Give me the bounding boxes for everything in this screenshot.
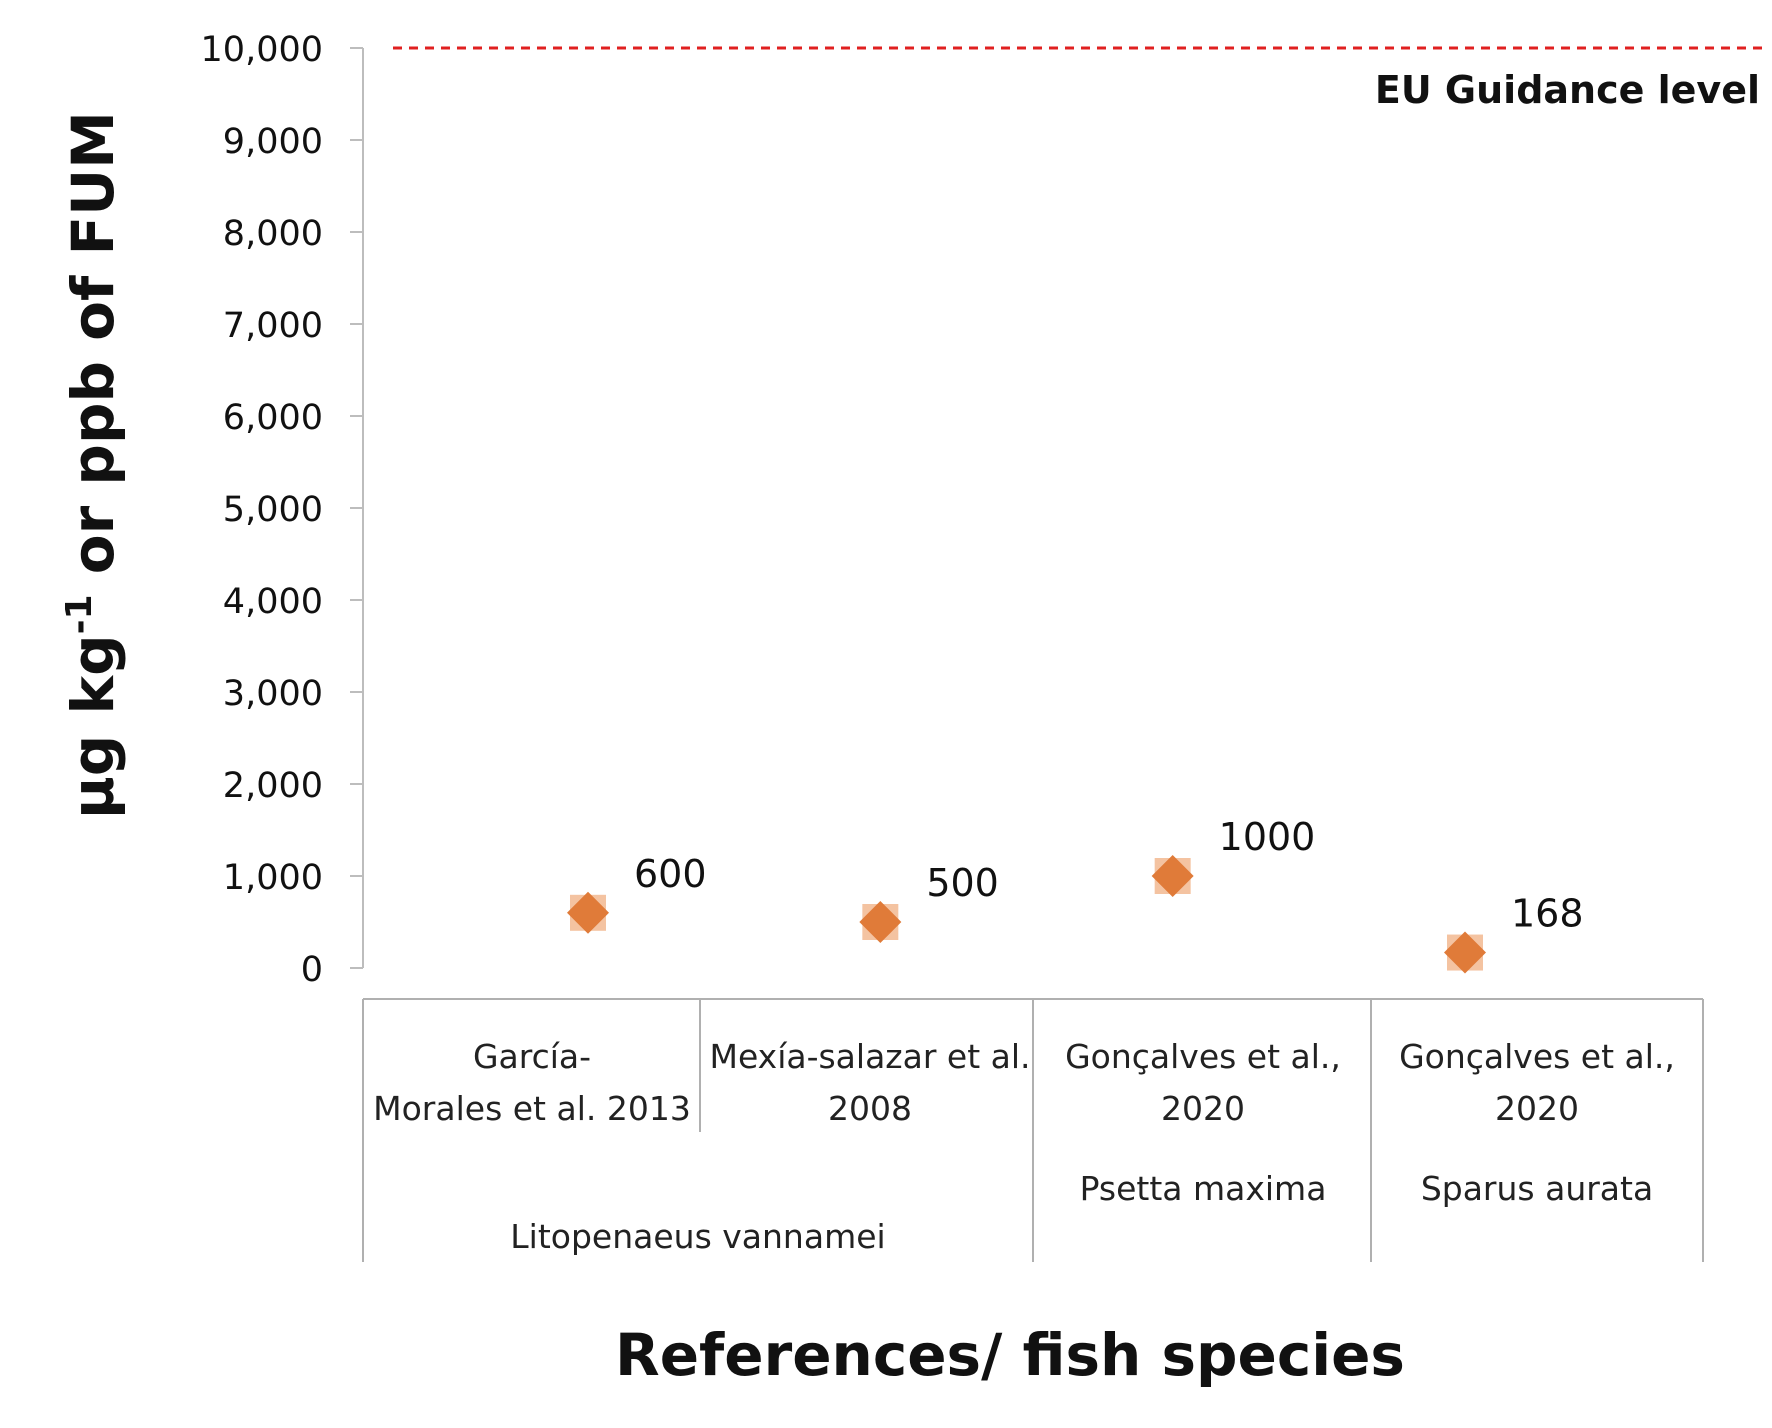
data-label: 600	[634, 852, 707, 896]
category-3-ref-line-2: 2020	[1161, 1089, 1245, 1128]
y-tick-label: 4,000	[223, 582, 323, 622]
category-3-ref-line-1: Gonçalves et al.,	[1065, 1037, 1341, 1076]
eu-guidance-label: EU Guidance level	[1375, 68, 1760, 112]
category-table	[362, 998, 1704, 1262]
data-label: 168	[1511, 892, 1584, 936]
data-point	[567, 891, 609, 934]
category-4-ref-line-1: Gonçalves et al.,	[1399, 1037, 1675, 1076]
y-tick-label: 9,000	[223, 122, 323, 162]
y-tick-label: 7,000	[223, 306, 323, 346]
y-tick-label: 3,000	[223, 674, 323, 714]
data-point	[1444, 931, 1486, 974]
y-axis-title-suffix: or ppb of FUM	[59, 111, 127, 594]
data-label: 1000	[1219, 815, 1316, 859]
category-1-ref-line-2: Morales et al. 2013	[373, 1089, 691, 1128]
y-tick-label: 8,000	[223, 214, 323, 254]
category-4-ref-line-2: 2020	[1495, 1089, 1579, 1128]
y-axis-ticks: 0 1,000 2,000 3,000 4,000 5,000 6,000 7,000 8,00…	[201, 30, 363, 990]
category-2-ref-line-2: 2008	[828, 1089, 912, 1128]
y-tick-label: 2,000	[223, 766, 323, 806]
species-label-litopenaeus: Litopenaeus vannamei	[510, 1217, 885, 1256]
category-labels: García- Morales et al. 2013 Mexía-salaza…	[373, 1037, 1675, 1256]
y-tick-label: 0	[301, 950, 323, 990]
data-point	[1151, 855, 1194, 897]
category-2-ref-line-1: Mexía-salazar et al.	[709, 1037, 1030, 1076]
category-1-ref-line-1: García-	[473, 1037, 591, 1076]
y-tick-label: 5,000	[223, 490, 323, 530]
data-point	[859, 901, 902, 943]
y-tick-label: 1,000	[223, 858, 323, 898]
x-axis-title: References/ fish species	[615, 1321, 1405, 1389]
data-label: 500	[926, 861, 999, 905]
y-tick-label: 10,000	[201, 30, 323, 70]
y-axis-title-main: µg kg	[59, 634, 127, 818]
species-label-sparus: Sparus aurata	[1421, 1169, 1653, 1208]
species-label-psetta: Psetta maxima	[1080, 1169, 1327, 1208]
y-tick-label: 6,000	[223, 398, 323, 438]
data-points: 600 500 1000 168	[567, 815, 1584, 974]
y-axis-title-superscript: -1	[59, 594, 100, 634]
y-axis-title: µg kg-1 or ppb of FUM	[59, 111, 127, 819]
